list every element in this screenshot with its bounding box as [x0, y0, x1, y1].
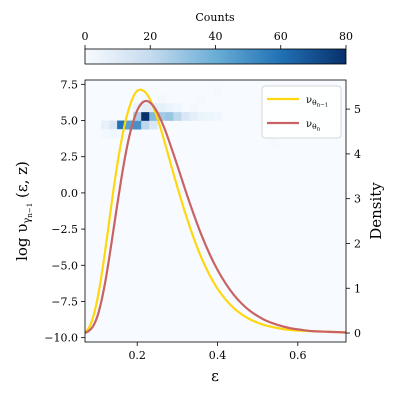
y-left-tick-label: −2.5: [51, 223, 78, 236]
heatmap-cell: [149, 111, 158, 121]
colorbar-ticks: 0 20 40 60 80: [82, 30, 353, 49]
heatmap-cell: [117, 129, 126, 139]
y-left-tick-label: −5.0: [51, 259, 78, 272]
x-axis-label: ε: [211, 367, 219, 385]
y-left-tick-label: −10.0: [44, 332, 78, 345]
colorbar-tick-label: 0: [82, 30, 89, 43]
x-tick-label: 0.2: [128, 349, 146, 362]
heatmap-cell: [157, 111, 166, 121]
heatmap-cell: [141, 120, 150, 130]
y-left-tick-label: −7.5: [51, 295, 78, 308]
y-left-axis-label: log υγn−1 (ε, z): [13, 161, 34, 261]
heatmap-cell: [181, 111, 190, 121]
y-right-tick-label: 0: [354, 327, 361, 340]
heatmap-cell: [141, 103, 150, 113]
legend-label-1: νθn: [306, 119, 321, 133]
colorbar-tick-label: 80: [339, 30, 353, 43]
heatmap-cell: [213, 111, 222, 121]
y-right-tick-label: 3: [354, 193, 361, 206]
heatmap-cell: [189, 103, 198, 113]
legend: νθn−1 νθn: [261, 85, 342, 139]
heatmap-cell: [173, 103, 182, 113]
heatmap-cell: [197, 111, 206, 121]
y-right-axis-label: Density: [367, 182, 385, 240]
heatmap-cell: [149, 120, 158, 130]
heatmap-cell: [109, 129, 118, 139]
heatmap-cell: [189, 111, 198, 121]
legend-box: [261, 85, 342, 139]
heatmap-cell: [109, 120, 118, 130]
heatmap: [101, 85, 279, 147]
y-left-ticks: 7.5 5.0 2.5 0.0 −2.5 −5.0 −7.5 −10.0: [44, 78, 85, 345]
heatmap-cell: [157, 94, 166, 104]
colorbar-tick-label: 20: [143, 30, 157, 43]
legend-label-0: νθn−1: [306, 95, 328, 109]
heatmap-cell: [125, 120, 134, 130]
heatmap-cell: [197, 94, 206, 104]
heatmap-cell: [157, 103, 166, 113]
y-left-tick-label: 7.5: [61, 78, 79, 91]
colorbar-tick-label: 60: [274, 30, 288, 43]
y-right-tick-label: 4: [354, 148, 361, 161]
heatmap-cell: [101, 120, 110, 130]
y-right-tick-label: 5: [354, 103, 361, 116]
colorbar-label: Counts: [195, 11, 235, 24]
series-line-0: [85, 88, 346, 334]
heatmap-cell: [133, 111, 142, 121]
series-line-1: [85, 99, 346, 335]
y-left-tick-label: 0.0: [61, 187, 79, 200]
x-axis-ticks: 0.2 0.4 0.6: [128, 342, 307, 362]
heatmap-cell: [141, 111, 150, 121]
colorbar-tick-label: 40: [209, 30, 223, 43]
heatmap-cell: [269, 137, 279, 147]
heatmap-cell: [117, 120, 126, 130]
y-right-tick-label: 1: [354, 282, 361, 295]
heatmap-cell: [165, 103, 174, 113]
heatmap-cell: [213, 85, 222, 95]
y-left-tick-label: 2.5: [61, 151, 79, 164]
heatmap-cell: [133, 120, 142, 130]
colorbar: [84, 48, 347, 65]
heatmap-cell: [173, 111, 182, 121]
y-right-tick-label: 2: [354, 237, 361, 250]
heatmap-cell: [205, 111, 214, 121]
heatmap-cell: [165, 111, 174, 121]
y-right-ticks: 0 1 2 3 4 5: [346, 103, 361, 340]
x-tick-label: 0.4: [209, 349, 227, 362]
y-left-tick-label: 5.0: [61, 115, 79, 128]
heatmap-cell: [141, 94, 150, 104]
heatmap-cell: [101, 129, 110, 139]
x-tick-label: 0.6: [289, 349, 307, 362]
axes-frame: [84, 79, 347, 343]
density-curves: [85, 88, 346, 335]
